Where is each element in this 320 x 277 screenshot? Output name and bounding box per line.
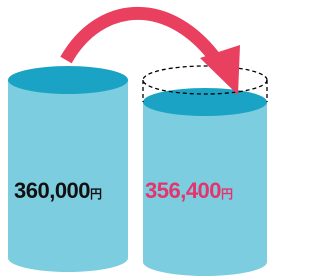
unit: 円 <box>221 187 233 201</box>
label-before: 360,000円 <box>14 178 102 203</box>
amount: 360,000 <box>14 178 90 203</box>
amount: 356,400 <box>145 178 221 203</box>
cylinder-body <box>8 80 128 272</box>
arrow-shaft <box>66 13 218 62</box>
cylinder-after <box>143 66 267 276</box>
cylinder-top <box>8 66 128 94</box>
cylinder-top <box>143 88 267 116</box>
diagram: 360,000円 356,400円 <box>0 0 273 277</box>
unit: 円 <box>90 187 102 201</box>
cylinder-before <box>8 66 128 272</box>
label-after: 356,400円 <box>145 178 233 203</box>
